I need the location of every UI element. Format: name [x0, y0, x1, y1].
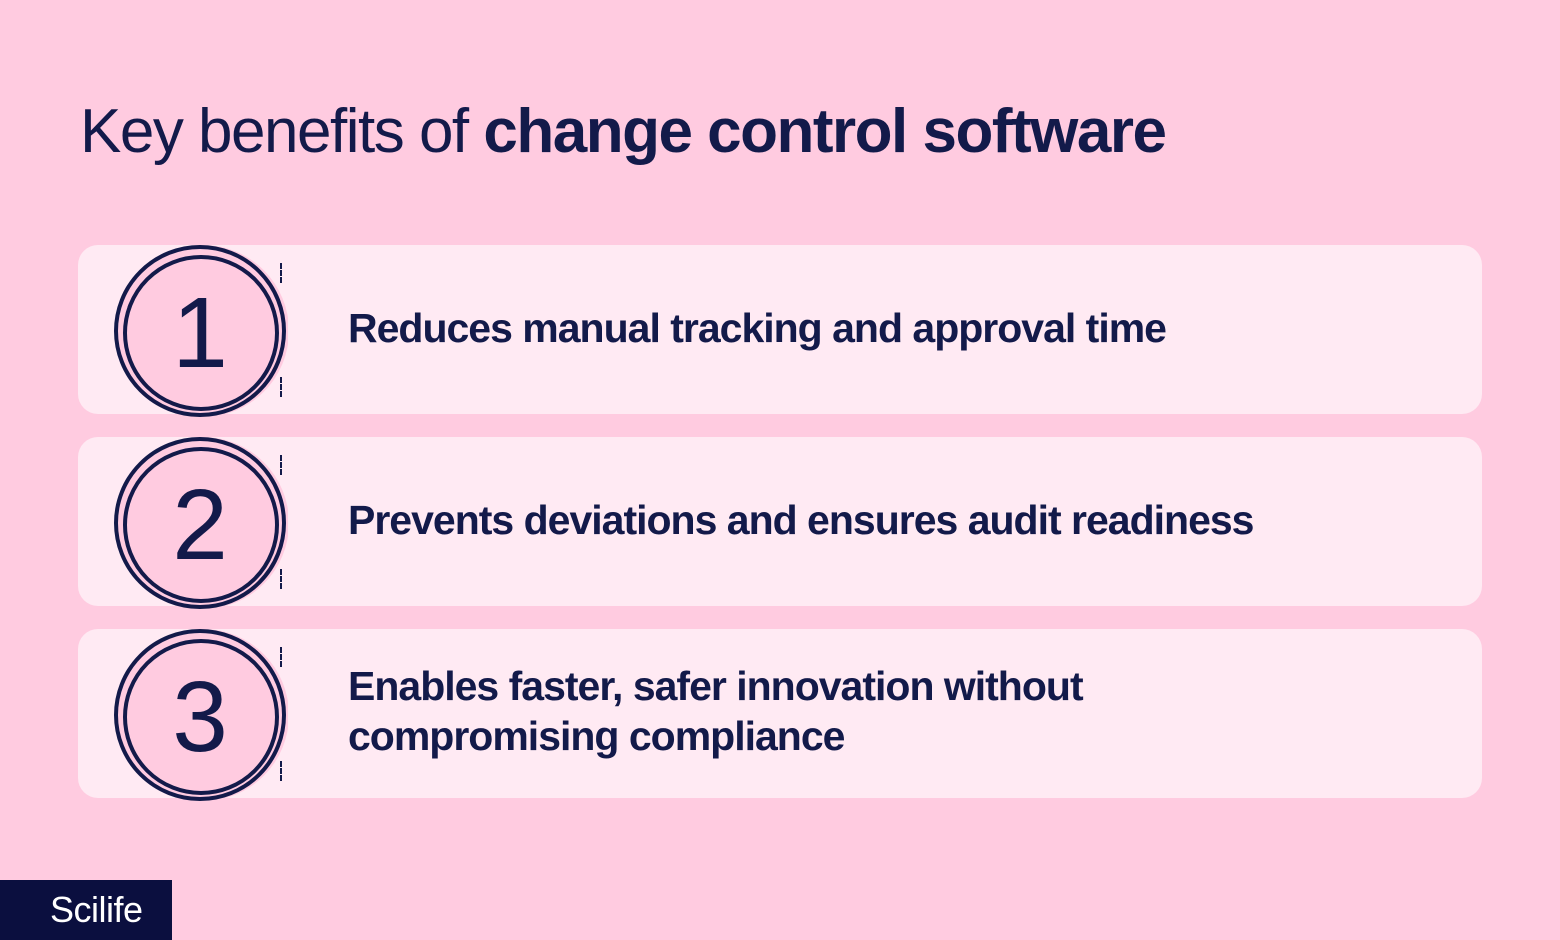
- dash-divider: [280, 377, 282, 397]
- benefit-card-2: 2 Prevents deviations and ensures audit …: [78, 437, 1482, 609]
- page-title: Key benefits of change control software: [80, 96, 1167, 167]
- number-3: 3: [172, 661, 228, 773]
- dash-divider: [280, 761, 282, 781]
- dash-divider: [280, 647, 282, 667]
- benefit-text-1: Reduces manual tracking and approval tim…: [348, 305, 1167, 351]
- number-1: 1: [172, 277, 228, 389]
- logo-text: Scilife: [50, 889, 143, 930]
- dash-divider: [280, 455, 282, 475]
- dash-divider: [280, 569, 282, 589]
- number-circle-3-icon: 3: [114, 629, 288, 801]
- number-circle-1-icon: 1: [114, 245, 288, 417]
- benefit-text-3: Enables faster, safer innovation without…: [348, 663, 1084, 759]
- benefit-card-1: 1 Reduces manual tracking and approval t…: [78, 245, 1482, 417]
- dash-divider: [280, 263, 282, 283]
- benefit-card-3: 3 Enables faster, safer innovation witho…: [78, 629, 1482, 801]
- title-bold: change control software: [483, 97, 1167, 166]
- title-light: Key benefits of: [80, 97, 484, 166]
- benefit-text-2: Prevents deviations and ensures audit re…: [348, 497, 1254, 543]
- number-circle-2-icon: 2: [114, 437, 288, 609]
- scilife-logo: Scilife: [0, 880, 172, 940]
- number-2: 2: [172, 469, 228, 581]
